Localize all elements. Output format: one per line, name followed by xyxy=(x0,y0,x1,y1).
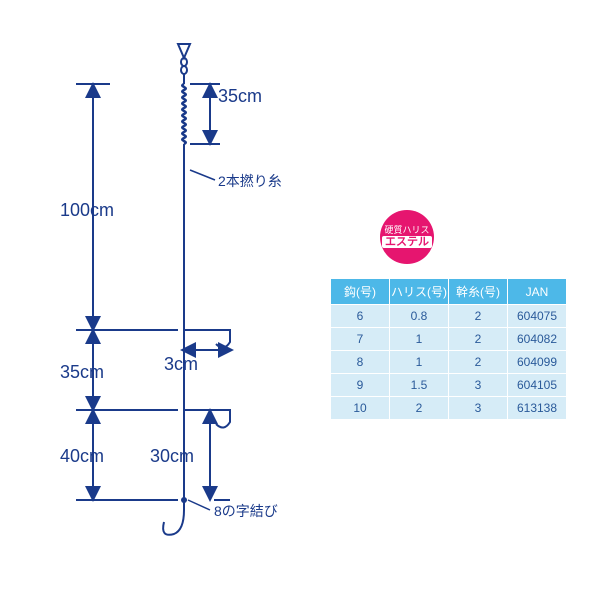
table-cell: 3 xyxy=(449,374,508,397)
dim-bottom: 40cm xyxy=(60,446,104,466)
badge-line2: エステル xyxy=(382,236,432,248)
branch-hook-2 xyxy=(184,410,230,428)
table-cell: 1 xyxy=(390,351,449,374)
dim-coil: 35cm xyxy=(218,86,262,106)
table-row: 712604082 xyxy=(331,328,567,351)
table-cell: 10 xyxy=(331,397,390,420)
dim-branch-h: 3cm xyxy=(164,354,198,374)
table-cell: 2 xyxy=(449,351,508,374)
table-cell: 2 xyxy=(449,328,508,351)
table-row: 91.53604105 xyxy=(331,374,567,397)
table-cell: 8 xyxy=(331,351,390,374)
knot-dot xyxy=(181,497,187,503)
table-cell: 6 xyxy=(331,305,390,328)
table-cell: 1 xyxy=(390,328,449,351)
material-badge: 硬質ハリス エステル xyxy=(380,210,434,264)
branch-hook-1 xyxy=(184,330,230,348)
spec-table: 鈎(号) ハリス(号) 幹糸(号) JAN 60.826040757126040… xyxy=(330,278,567,420)
table-cell: 2 xyxy=(390,397,449,420)
table-cell: 9 xyxy=(331,374,390,397)
label-twisted: 2本撚り糸 xyxy=(218,173,282,189)
table-cell: 1.5 xyxy=(390,374,449,397)
col-main: 幹糸(号) xyxy=(449,279,508,305)
table-cell: 604099 xyxy=(508,351,567,374)
col-jan: JAN xyxy=(508,279,567,305)
coil-icon xyxy=(182,84,185,144)
label-knot: 8の字結び xyxy=(214,503,278,519)
table-cell: 604082 xyxy=(508,328,567,351)
rig-diagram: 100cm 35cm 40cm 35cm 2本撚り糸 3cm 30cm 8の字結… xyxy=(60,40,320,580)
table-row: 1023613138 xyxy=(331,397,567,420)
table-cell: 604075 xyxy=(508,305,567,328)
col-harris: ハリス(号) xyxy=(390,279,449,305)
table-cell: 2 xyxy=(449,305,508,328)
col-hook: 鈎(号) xyxy=(331,279,390,305)
snap-swivel-icon xyxy=(178,44,190,84)
dim-mid: 35cm xyxy=(60,362,104,382)
table-cell: 3 xyxy=(449,397,508,420)
table-row: 60.82604075 xyxy=(331,305,567,328)
badge-line1: 硬質ハリス xyxy=(384,226,429,236)
dim-branch-v: 30cm xyxy=(150,446,194,466)
table-cell: 604105 xyxy=(508,374,567,397)
dim-main: 100cm xyxy=(60,200,114,220)
table-cell: 613138 xyxy=(508,397,567,420)
table-cell: 7 xyxy=(331,328,390,351)
bottom-hook-icon xyxy=(163,510,184,535)
spec-header-row: 鈎(号) ハリス(号) 幹糸(号) JAN xyxy=(331,279,567,305)
table-row: 812604099 xyxy=(331,351,567,374)
table-cell: 0.8 xyxy=(390,305,449,328)
